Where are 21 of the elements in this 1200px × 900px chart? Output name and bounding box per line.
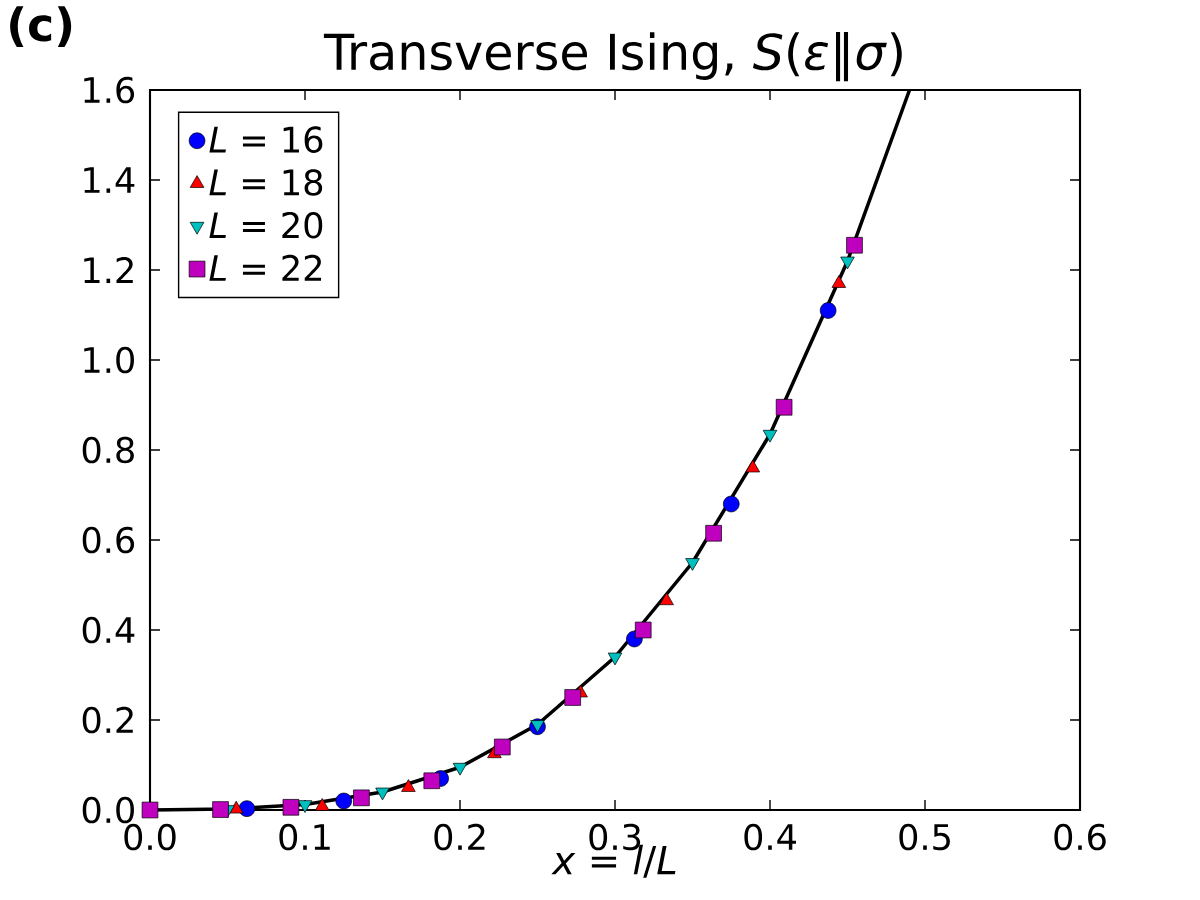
y-tick-label: 1.2 bbox=[84, 256, 133, 284]
y-tick-label: 1.4 bbox=[84, 167, 135, 193]
x-tick-label: 0.5 bbox=[899, 823, 950, 851]
x-tick-label: 0.1 bbox=[279, 823, 330, 851]
x-tick-label: 0.4 bbox=[744, 823, 796, 851]
x-tick-label: 0.6 bbox=[1054, 823, 1106, 851]
legend-label: L = 22 bbox=[209, 254, 322, 281]
y-tick-label: 0.6 bbox=[82, 526, 135, 554]
chart-title: Transverse Ising, S(ε‖σ) bbox=[323, 32, 902, 82]
legend-label: L = 20 bbox=[209, 211, 323, 239]
y-tick-label: 1.0 bbox=[84, 346, 134, 374]
x-tick-label: 0.0 bbox=[124, 823, 176, 851]
y-tick-label: 0.0 bbox=[82, 796, 134, 824]
x-tick-label: 0.2 bbox=[434, 823, 485, 851]
y-tick-label: 1.6 bbox=[84, 76, 135, 104]
y-tick-label: 0.8 bbox=[82, 436, 134, 464]
y-tick-label: 0.4 bbox=[82, 616, 135, 644]
legend-label: L = 16 bbox=[209, 126, 323, 153]
y-tick-label: 0.2 bbox=[82, 706, 133, 734]
legend-label: L = 18 bbox=[209, 169, 323, 196]
text: (c) bbox=[10, 6, 72, 47]
